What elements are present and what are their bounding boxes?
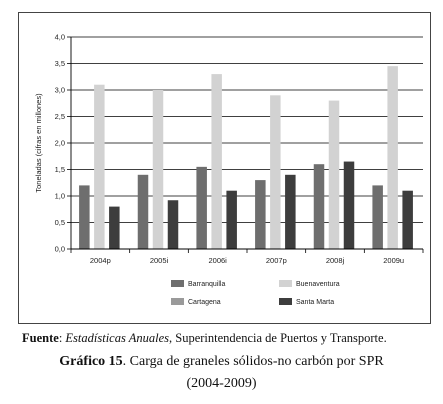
figure-title-text: . Carga de graneles sólidos-no carbón po… (122, 354, 384, 369)
source-prefix: Fuente (22, 331, 59, 345)
y-tick-label: 3,0 (55, 86, 65, 95)
bar (328, 100, 340, 249)
legend-swatch (279, 298, 292, 305)
y-tick-label: 2,5 (55, 112, 65, 121)
bar-chart: 0,0 0,5 1,0 1,5 2,0 2,5 3,0 3,5 4,0 2004p 2005i 200… (34, 33, 424, 306)
grid-lines (71, 36, 423, 250)
bar (387, 66, 398, 250)
bar (79, 185, 90, 249)
figure-label: Gráfico 15 (59, 354, 123, 369)
axes: 0,0 0,5 1,0 1,5 2,0 2,5 3,0 3,5 4,0 2004p 2005i 200… (55, 33, 424, 265)
figure-title: Gráfico 15. Carga de graneles sólidos-no… (0, 354, 443, 370)
source-publication: Estadísticas Anuales (65, 331, 170, 345)
legend-label: Buenaventura (296, 281, 340, 288)
legend-swatch (171, 298, 184, 305)
x-tick-label: 2006i (208, 256, 227, 265)
y-tick-label: 2,0 (55, 139, 65, 148)
bar (255, 180, 266, 249)
bar (167, 200, 179, 249)
legend-label: Santa Marta (296, 299, 334, 306)
chart-frame: 0,0 0,5 1,0 1,5 2,0 2,5 3,0 3,5 4,0 2004p 2005i 200… (18, 12, 431, 324)
bar (94, 84, 105, 249)
y-tick-label: 4,0 (55, 33, 65, 42)
bar (313, 164, 325, 249)
source-colon: : (58, 331, 66, 345)
x-tick-label: 2005i (150, 256, 169, 265)
source-note: Fuente: Estadísticas Anuales, Superinten… (22, 331, 442, 346)
y-tick-label: 1,5 (55, 165, 65, 174)
bar (343, 161, 355, 249)
bar (270, 95, 281, 249)
legend-label: Barranquilla (188, 281, 225, 288)
bar (211, 74, 222, 249)
y-tick-label: 3,5 (55, 59, 65, 68)
source-rest: , Superintendencia de Puertos y Transpor… (169, 331, 387, 345)
legend: Barranquilla Buenaventura Cartagena Santa M… (171, 280, 340, 306)
x-tick-label: 2009u (383, 256, 404, 265)
y-tick-label: 0,0 (55, 245, 65, 254)
bar (196, 166, 207, 249)
x-tick-label: 2004p (90, 256, 111, 265)
bar (152, 90, 164, 249)
x-tick-label: 2008j (326, 256, 345, 265)
legend-label: Cartagena (188, 299, 221, 306)
bar (226, 190, 237, 249)
y-tick-label: 0,5 (55, 218, 65, 227)
bar (372, 185, 383, 249)
legend-swatch (171, 280, 184, 287)
bar (137, 174, 149, 249)
bar (402, 190, 413, 249)
legend-swatch (279, 280, 292, 287)
bar (109, 206, 120, 249)
y-tick-label: 1,0 (55, 192, 65, 201)
y-axis-label: Toneladas (cifras en millones) (34, 93, 43, 193)
figure-years: (2004-2009) (186, 376, 257, 391)
bar (285, 174, 296, 249)
bars (79, 66, 413, 250)
x-tick-label: 2007p (266, 256, 287, 265)
